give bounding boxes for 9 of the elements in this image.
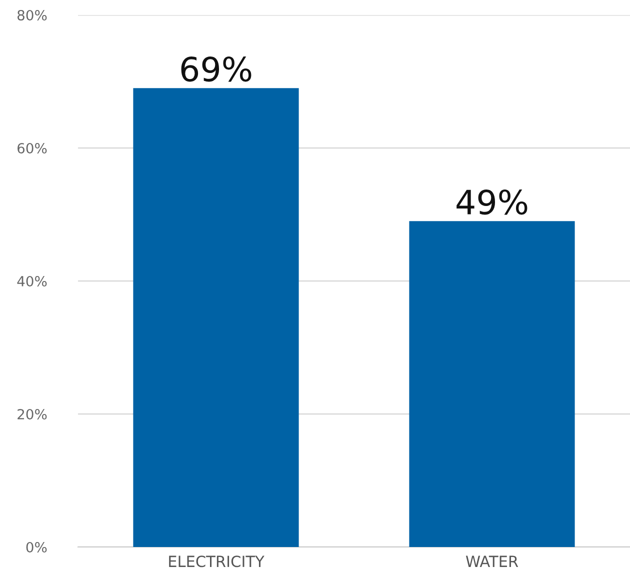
x-tick-label: ELECTRICITY <box>169 556 264 568</box>
data-label: 69% <box>181 56 252 82</box>
y-tick-label: 20% <box>18 408 47 420</box>
x-tick-label: WATER <box>466 556 518 567</box>
data-label: 49% <box>456 189 528 215</box>
y-tick-label: 80% <box>18 10 47 20</box>
y-tick-label: 40% <box>17 276 47 286</box>
y-tick-label: 60% <box>18 142 47 154</box>
y-tick-label: 0% <box>26 542 47 552</box>
